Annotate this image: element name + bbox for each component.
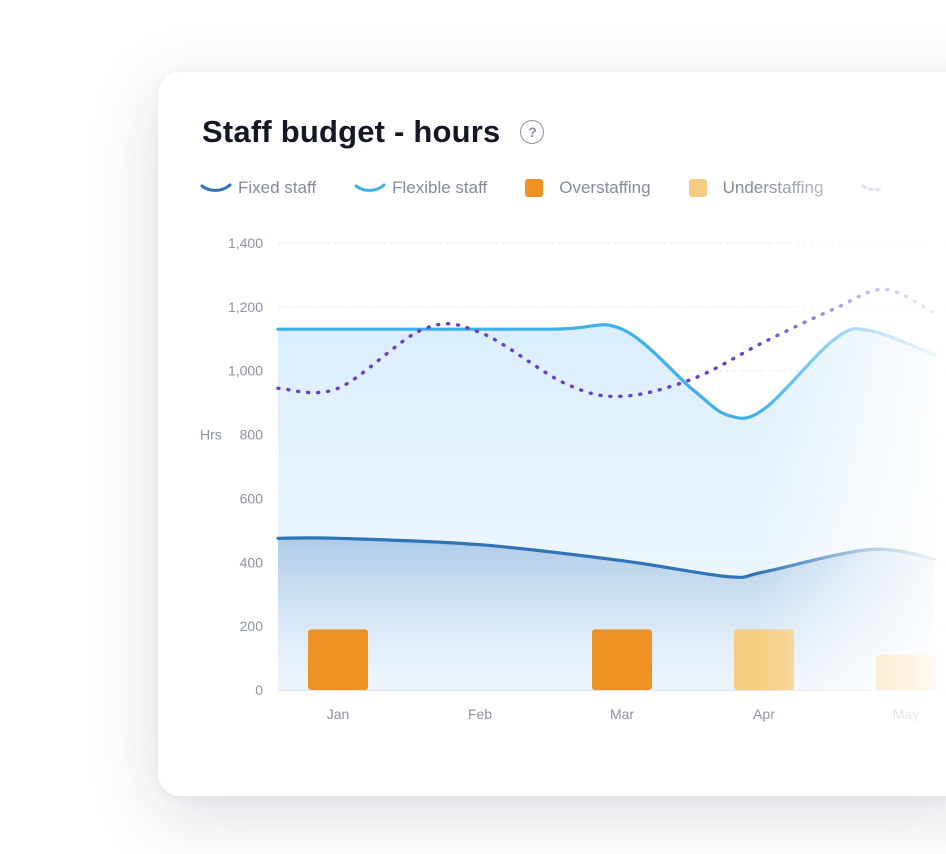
x-tick-label: Jan	[327, 706, 350, 722]
legend-label-fixed-staff: Fixed staff	[238, 178, 317, 197]
legend-label-flexible-staff: Flexible staff	[392, 178, 488, 197]
wave-line-icon	[354, 183, 386, 192]
understaffing-bar	[876, 654, 936, 690]
overstaffing-swatch-icon	[525, 179, 544, 197]
y-axis-label: Hrs	[200, 427, 222, 443]
y-tick-label: 600	[240, 490, 264, 506]
legend-item-flexible-staff[interactable]: Flexible staff	[354, 178, 487, 198]
help-icon[interactable]: ?	[520, 120, 545, 144]
y-tick-label: 0	[255, 682, 263, 698]
x-tick-label: May	[893, 706, 919, 722]
title-row: Staff budget - hours ?	[202, 114, 545, 150]
y-tick-label: 200	[240, 618, 264, 634]
overstaffing-bar	[592, 629, 652, 690]
understaffing-swatch-icon	[688, 179, 707, 197]
y-tick-label: 1,200	[228, 299, 263, 315]
y-tick-label: 1,400	[228, 235, 263, 251]
legend-item-fixed-staff[interactable]: Fixed staff	[200, 178, 316, 198]
y-tick-label: 800	[240, 427, 264, 443]
y-tick-label: 1,000	[228, 363, 263, 379]
wave-line-icon	[200, 183, 232, 192]
y-axis: 0 200 400 600 800 1,000 1,200 1,400 Hrs	[200, 235, 263, 698]
overstaffing-bar	[308, 629, 368, 690]
legend-item-overstaffing[interactable]: Overstaffing	[525, 178, 651, 198]
x-tick-label: Feb	[468, 706, 492, 722]
x-tick-label: Mar	[610, 706, 634, 722]
understaffing-bar	[734, 629, 794, 690]
y-tick-label: 400	[240, 554, 264, 570]
legend-label-overstaffing: Overstaffing	[559, 178, 651, 197]
x-tick-label: Apr	[753, 706, 775, 722]
page-title: Staff budget - hours	[202, 114, 501, 149]
x-axis: Jan Feb Mar Apr May	[327, 706, 920, 722]
